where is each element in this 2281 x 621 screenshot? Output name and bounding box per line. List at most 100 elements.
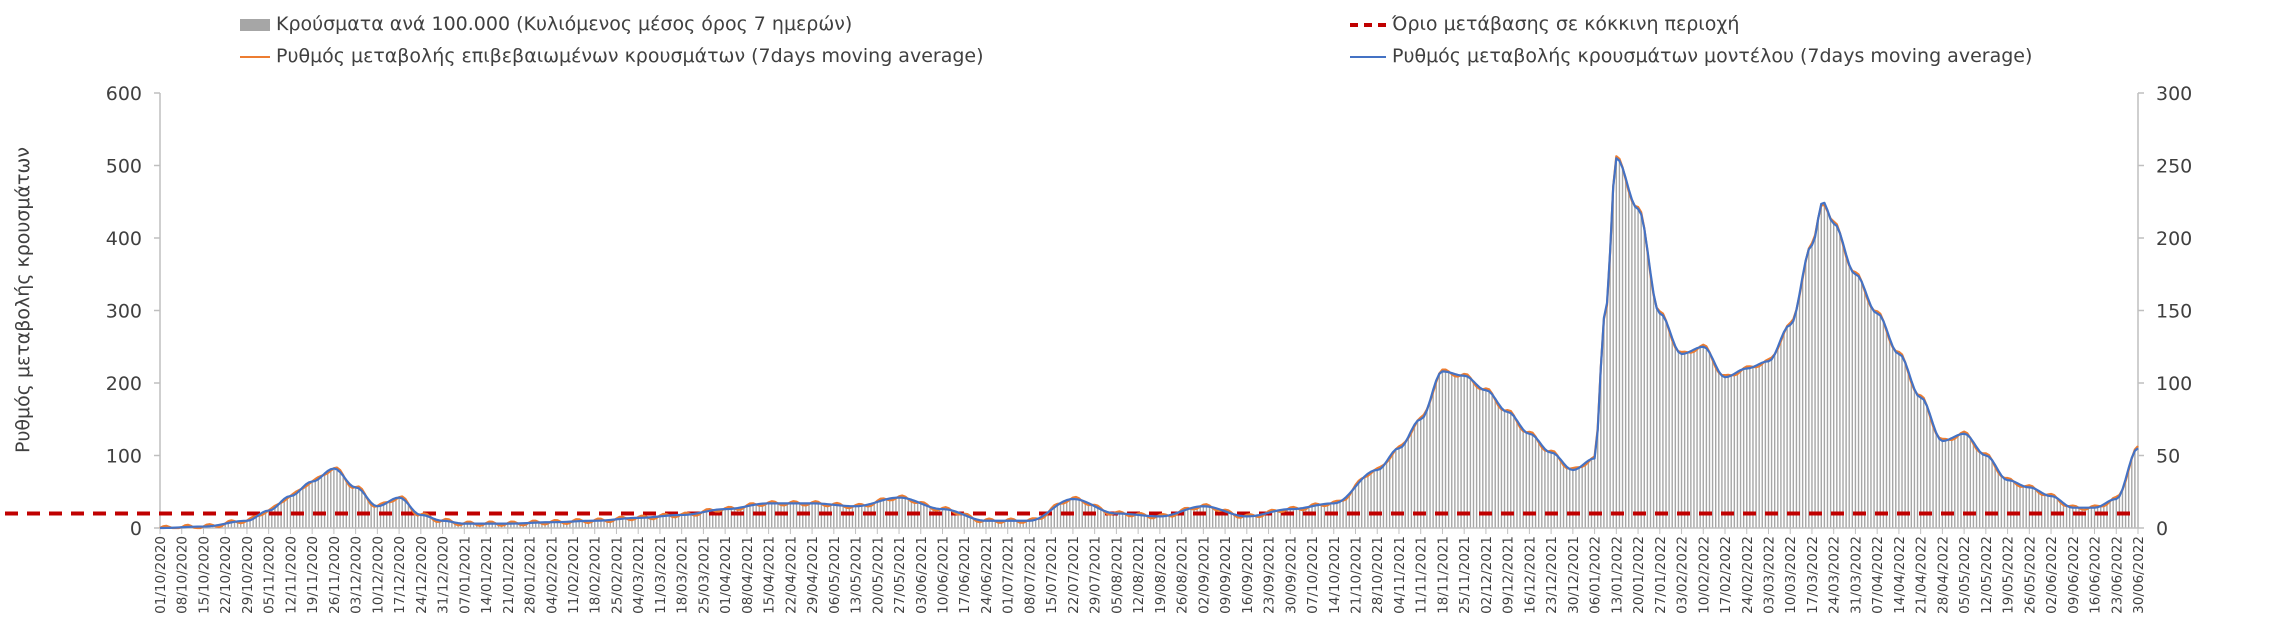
legend-swatch-threshold [1350, 22, 1386, 27]
bar [1351, 490, 1354, 528]
bar [724, 509, 726, 528]
bar [1969, 437, 1972, 528]
bar [525, 523, 528, 528]
bar [2081, 507, 2083, 528]
x-tick-label: 23/12/2021 [1544, 536, 1560, 614]
x-tick-label: 10/02/2022 [1696, 536, 1712, 614]
bar [1538, 441, 1540, 528]
bar [2100, 506, 2102, 528]
bar [1721, 375, 1723, 528]
bar [963, 514, 965, 528]
bar [1404, 442, 1406, 528]
bar [1171, 514, 1173, 528]
bar [690, 514, 692, 528]
bar [1097, 507, 1099, 528]
bar [721, 509, 723, 528]
bar [2075, 507, 2077, 528]
x-tick-label: 04/03/2021 [631, 536, 647, 614]
bar [680, 514, 683, 528]
y-tick-label-right: 100 [2156, 373, 2192, 395]
bar [1600, 367, 1602, 528]
bar [637, 517, 639, 528]
bar [233, 521, 236, 528]
x-tick-label: 10/12/2020 [370, 536, 386, 614]
bar [1103, 510, 1105, 528]
bar [1423, 416, 1425, 528]
bar [1227, 512, 1229, 528]
bar [1923, 399, 1925, 528]
bar [528, 522, 531, 528]
x-tick-label: 28/10/2021 [1370, 536, 1386, 614]
bar [1957, 435, 1959, 528]
bar [2025, 487, 2027, 528]
bar [1022, 520, 1024, 528]
bar [417, 514, 419, 528]
bar [354, 487, 357, 528]
bar [932, 507, 934, 528]
bar [547, 522, 549, 528]
bar [432, 518, 434, 528]
bar [1314, 505, 1316, 528]
bar [1258, 515, 1260, 528]
bar [1699, 347, 1701, 528]
bar [659, 516, 661, 528]
bar [1746, 368, 1748, 528]
bar [1177, 512, 1180, 528]
bar [2103, 504, 2105, 528]
bar [2096, 507, 2099, 528]
bar [649, 517, 652, 528]
bar [438, 520, 441, 528]
x-tick-label: 24/03/2022 [1827, 536, 1843, 614]
bar [1407, 436, 1409, 528]
bar [1668, 329, 1670, 528]
bar [1541, 445, 1543, 528]
bar [718, 509, 720, 528]
bar [1659, 313, 1661, 528]
bar [444, 520, 447, 528]
bar [618, 518, 621, 528]
bar [1156, 516, 1158, 528]
bar [1416, 420, 1419, 528]
bar [1488, 391, 1490, 528]
bar [597, 520, 599, 528]
x-tick-label: 01/07/2021 [1001, 536, 1017, 614]
bar [420, 514, 422, 528]
bar [1975, 447, 1978, 528]
bar [2121, 489, 2124, 528]
bar [531, 522, 534, 528]
bar [842, 505, 844, 528]
bar [1047, 512, 1049, 528]
bar [1640, 214, 1642, 529]
bar [469, 523, 472, 528]
bar [1786, 326, 1788, 528]
bar [2006, 480, 2009, 528]
bar [1031, 520, 1034, 528]
bar [1485, 390, 1487, 528]
bar [684, 514, 686, 528]
bar [997, 520, 1000, 528]
bar [1361, 479, 1363, 528]
bar [1280, 509, 1282, 528]
bar [1690, 351, 1692, 528]
bar [364, 494, 366, 528]
bar [1357, 482, 1360, 528]
bar [246, 520, 248, 528]
x-tick-label: 13/05/2021 [849, 536, 865, 614]
y-tick-label-left: 500 [106, 156, 142, 178]
bar [1510, 413, 1512, 528]
bar [966, 516, 969, 528]
x-tick-label: 11/11/2021 [1414, 536, 1430, 614]
bar [1569, 469, 1571, 528]
bar [808, 503, 810, 528]
bar [1497, 403, 1500, 528]
bar [845, 505, 847, 528]
bar [1125, 513, 1127, 528]
bar [2127, 467, 2130, 528]
bar [1612, 186, 1614, 528]
bar [535, 522, 537, 528]
bar [1873, 311, 1875, 528]
bar [677, 514, 680, 528]
bar [1947, 439, 1950, 528]
bar [1879, 315, 1881, 528]
bar [1572, 470, 1574, 528]
